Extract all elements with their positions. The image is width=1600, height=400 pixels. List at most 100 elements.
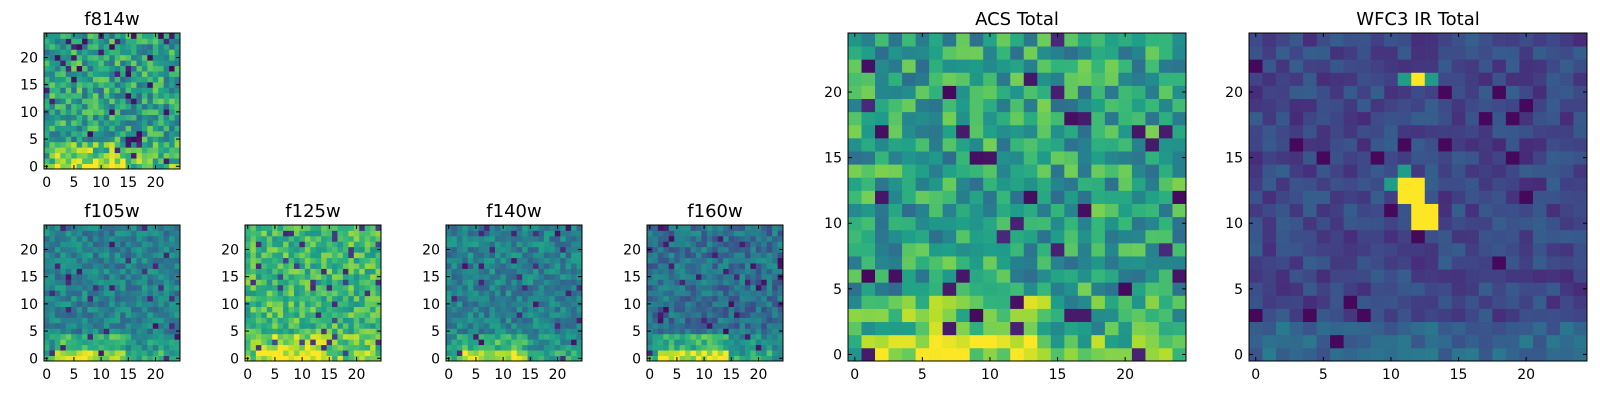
heatmap-cell <box>44 312 50 318</box>
heatmap-cell <box>49 246 56 253</box>
heatmap-cell <box>915 33 930 47</box>
heatmap-cell <box>92 273 99 280</box>
heatmap-cell <box>1384 295 1399 309</box>
heatmap-cell <box>158 284 165 291</box>
heatmap-cell <box>321 344 327 351</box>
heatmap-cell <box>310 241 317 248</box>
heatmap-cell <box>706 246 713 253</box>
heatmap-cell <box>65 344 72 351</box>
heatmap-cell <box>348 284 355 291</box>
x-tick-label: 10 <box>1382 367 1400 383</box>
heatmap-cell <box>141 65 148 72</box>
heatmap-cell <box>755 322 762 329</box>
heatmap-cell <box>60 339 67 346</box>
heatmap-cell <box>1397 203 1412 218</box>
heatmap-cell <box>1573 59 1588 73</box>
heatmap-cell <box>353 252 360 259</box>
heatmap-cell <box>375 263 382 269</box>
heatmap-cell <box>565 355 572 362</box>
heatmap-cell <box>169 263 175 269</box>
heatmap-cell <box>1424 124 1439 139</box>
heatmap-cell <box>304 290 311 297</box>
heatmap-cell <box>861 33 876 47</box>
heatmap-cell <box>494 312 501 318</box>
heatmap-cell <box>484 312 490 318</box>
heatmap-cell <box>1384 111 1399 126</box>
heatmap-cell <box>1276 203 1290 218</box>
heatmap-cell <box>304 333 311 340</box>
heatmap-cell <box>304 230 311 237</box>
heatmap-cell <box>375 312 382 318</box>
heatmap-cell <box>370 350 376 356</box>
heatmap-cell <box>1465 137 1480 152</box>
heatmap-cell <box>359 306 366 313</box>
heatmap-cell <box>277 290 284 297</box>
heatmap-cell <box>152 141 159 148</box>
heatmap-cell <box>717 290 724 297</box>
heatmap-cell <box>283 322 289 329</box>
heatmap-cell <box>1384 216 1399 231</box>
heatmap-cell <box>1370 321 1385 336</box>
heatmap-cell <box>1411 177 1426 191</box>
heatmap-cell <box>71 141 78 148</box>
heatmap-cell <box>277 241 284 248</box>
heatmap-cell <box>1330 282 1345 296</box>
heatmap-cell <box>54 284 61 291</box>
heatmap-cell <box>1145 229 1160 244</box>
heatmap-cell <box>92 295 99 302</box>
heatmap-cell <box>277 246 284 253</box>
heatmap-cell <box>1118 321 1133 336</box>
heatmap-cell <box>152 257 159 264</box>
heatmap-cell <box>1131 295 1146 309</box>
heatmap-cell <box>87 268 94 275</box>
y-tick-label: 20 <box>623 242 641 258</box>
heatmap-cell <box>1289 295 1304 309</box>
heatmap-cell <box>261 290 268 297</box>
heatmap-cell <box>266 333 273 340</box>
heatmap-cell <box>755 344 762 351</box>
heatmap-cell <box>136 230 143 237</box>
heatmap-cell <box>1573 242 1588 257</box>
heatmap-cell <box>554 312 561 318</box>
heatmap-cell <box>1384 242 1399 257</box>
heatmap-cell <box>1276 85 1290 99</box>
heatmap-cell <box>668 301 675 307</box>
heatmap-cell <box>723 290 729 297</box>
heatmap-cell <box>76 65 83 72</box>
heatmap-cell <box>266 301 273 307</box>
heatmap-cell <box>1303 111 1317 126</box>
heatmap-cell <box>364 306 371 313</box>
heatmap-cell <box>158 81 165 88</box>
heatmap-cell <box>1438 203 1453 218</box>
heatmap-cell <box>489 284 496 291</box>
heatmap-cell <box>451 284 458 291</box>
heatmap-cell <box>76 257 83 264</box>
heatmap-cell <box>1343 72 1358 86</box>
heatmap-cell <box>663 241 670 248</box>
heatmap-cell <box>761 301 768 307</box>
heatmap-cell <box>533 333 539 340</box>
heatmap-cell <box>679 284 686 291</box>
heatmap-cell <box>1546 137 1561 152</box>
heatmap-cell <box>902 98 916 113</box>
heatmap-cell <box>1262 282 1277 296</box>
heatmap-cell <box>875 203 889 218</box>
heatmap-cell <box>1037 46 1052 60</box>
heatmap-cell <box>92 350 99 356</box>
heatmap-cell <box>494 322 501 329</box>
heatmap-cell <box>174 279 181 286</box>
heatmap-cell <box>560 252 567 259</box>
heatmap-cell <box>109 65 116 72</box>
heatmap-cell <box>283 290 289 297</box>
heatmap-cell <box>174 87 181 94</box>
heatmap-cell <box>120 141 126 148</box>
heatmap-cell <box>163 257 170 264</box>
heatmap-cell <box>375 235 382 242</box>
heatmap-cell <box>652 241 659 248</box>
heatmap-cell <box>348 273 355 280</box>
heatmap-cell <box>1050 347 1065 362</box>
heatmap-cell <box>337 290 344 297</box>
heatmap-cell <box>565 279 572 286</box>
heatmap-cell <box>888 256 903 270</box>
